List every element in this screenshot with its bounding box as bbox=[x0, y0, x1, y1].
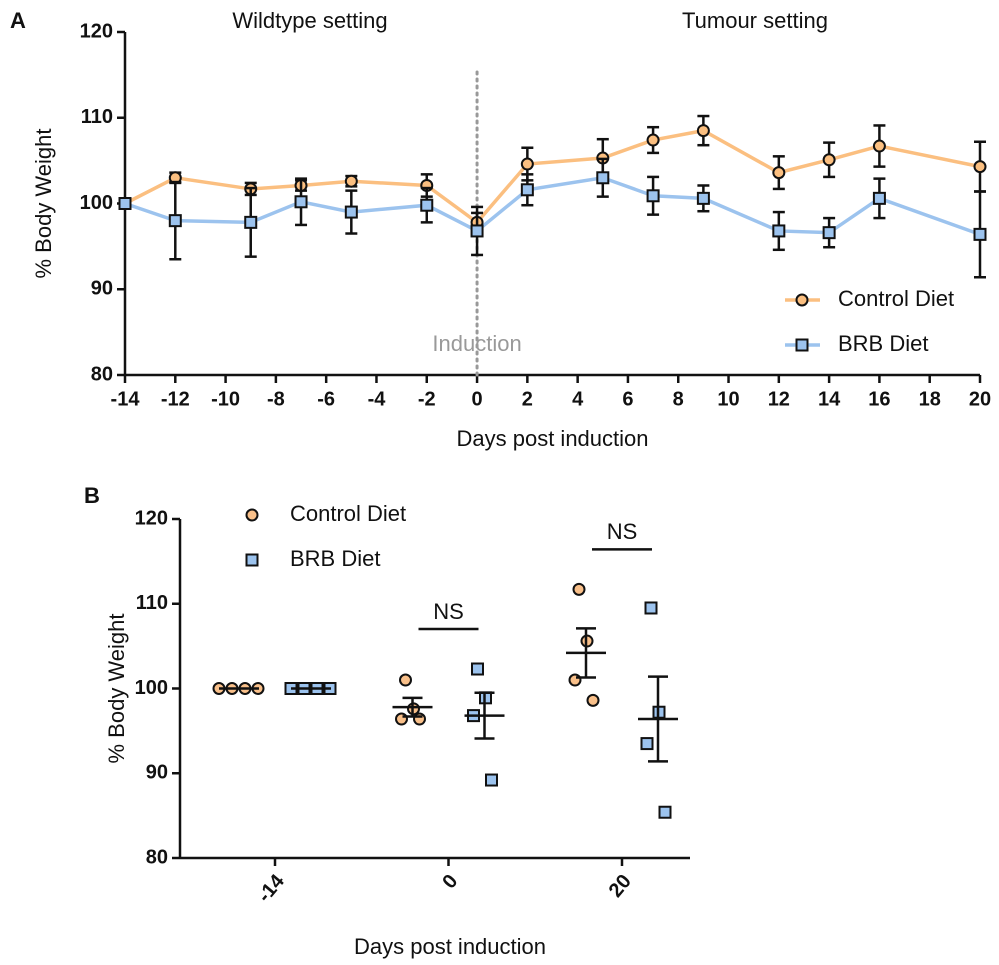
x-tick-label: -12 bbox=[161, 388, 190, 410]
y-axis-label: % Body Weight bbox=[31, 128, 56, 278]
x-tick-label: -4 bbox=[368, 388, 387, 410]
x-tick-label: -8 bbox=[267, 388, 285, 410]
data-point bbox=[470, 224, 484, 238]
x-tick-label: 4 bbox=[572, 388, 584, 410]
data-point bbox=[520, 183, 534, 197]
data-point bbox=[640, 737, 654, 751]
data-point bbox=[344, 174, 358, 188]
data-point bbox=[118, 197, 132, 210]
data-point bbox=[772, 224, 786, 238]
annotation: Wildtype setting bbox=[232, 8, 387, 33]
data-point bbox=[596, 171, 610, 185]
x-tick-label: 20 bbox=[605, 870, 636, 901]
data-point bbox=[822, 153, 836, 167]
x-tick-label: 0 bbox=[471, 388, 482, 410]
data-point bbox=[644, 601, 658, 615]
data-point bbox=[244, 215, 258, 229]
data-point bbox=[471, 662, 484, 676]
y-tick-label: 80 bbox=[146, 846, 168, 868]
series-line bbox=[124, 128, 981, 225]
data-point bbox=[395, 712, 408, 726]
data-point bbox=[973, 227, 987, 241]
data-point bbox=[413, 712, 426, 726]
induction-label: Induction bbox=[432, 331, 521, 356]
x-tick-label: -2 bbox=[418, 388, 436, 410]
legend-marker bbox=[245, 553, 259, 567]
data-point bbox=[294, 195, 308, 209]
x-tick-label: 16 bbox=[868, 388, 890, 410]
x-tick-label: 6 bbox=[622, 388, 633, 410]
y-tick-label: 110 bbox=[81, 106, 113, 128]
significance-label: NS bbox=[607, 519, 638, 544]
legend-marker bbox=[795, 293, 809, 307]
x-tick-label: 0 bbox=[438, 870, 462, 893]
x-tick-label: -14 bbox=[111, 388, 141, 410]
legend-label: BRB Diet bbox=[290, 546, 380, 571]
data-point bbox=[485, 773, 498, 787]
significance-label: NS bbox=[433, 599, 464, 624]
data-point bbox=[399, 673, 412, 687]
data-point bbox=[520, 157, 534, 171]
data-point bbox=[420, 198, 434, 212]
legend-label: Control Diet bbox=[838, 286, 954, 311]
y-tick-label: 110 bbox=[136, 592, 168, 614]
x-tick-label: 2 bbox=[522, 388, 533, 410]
y-axis-label: % Body Weight bbox=[104, 613, 129, 763]
x-axis-label: Days post induction bbox=[457, 426, 649, 451]
data-point bbox=[973, 160, 987, 174]
x-tick-label: 10 bbox=[717, 388, 739, 410]
data-point bbox=[572, 582, 586, 596]
data-point bbox=[586, 693, 600, 707]
panel-label: B bbox=[84, 483, 100, 508]
x-tick-label: -14 bbox=[253, 870, 289, 907]
data-point bbox=[872, 139, 886, 153]
data-point bbox=[568, 673, 582, 687]
data-point bbox=[772, 166, 786, 180]
y-tick-label: 100 bbox=[80, 192, 113, 214]
y-tick-label: 120 bbox=[135, 507, 168, 529]
x-tick-label: -6 bbox=[317, 388, 335, 410]
data-point bbox=[168, 214, 182, 228]
y-tick-label: 80 bbox=[91, 363, 113, 385]
data-point bbox=[646, 133, 660, 147]
panel-label: A bbox=[10, 8, 26, 33]
y-tick-label: 90 bbox=[91, 278, 113, 300]
y-tick-label: 120 bbox=[80, 20, 113, 42]
x-tick-label: 18 bbox=[919, 388, 941, 410]
data-point bbox=[646, 189, 660, 203]
data-point bbox=[872, 191, 886, 205]
x-axis-label: Days post induction bbox=[354, 934, 546, 959]
x-tick-label: -10 bbox=[211, 388, 240, 410]
legend-marker bbox=[795, 338, 809, 352]
x-tick-label: 14 bbox=[818, 388, 841, 410]
data-point bbox=[822, 226, 836, 240]
legend-label: BRB Diet bbox=[838, 331, 928, 356]
x-tick-label: 12 bbox=[768, 388, 790, 410]
data-point bbox=[696, 124, 710, 138]
data-point bbox=[344, 205, 358, 219]
data-point bbox=[696, 191, 710, 205]
data-point bbox=[658, 805, 672, 819]
x-tick-label: 20 bbox=[969, 388, 991, 410]
x-tick-label: 8 bbox=[673, 388, 684, 410]
legend-label: Control Diet bbox=[290, 501, 406, 526]
y-tick-label: 90 bbox=[146, 762, 168, 784]
annotation: Tumour setting bbox=[682, 8, 828, 33]
legend-marker bbox=[245, 508, 259, 522]
y-tick-label: 100 bbox=[135, 677, 168, 699]
